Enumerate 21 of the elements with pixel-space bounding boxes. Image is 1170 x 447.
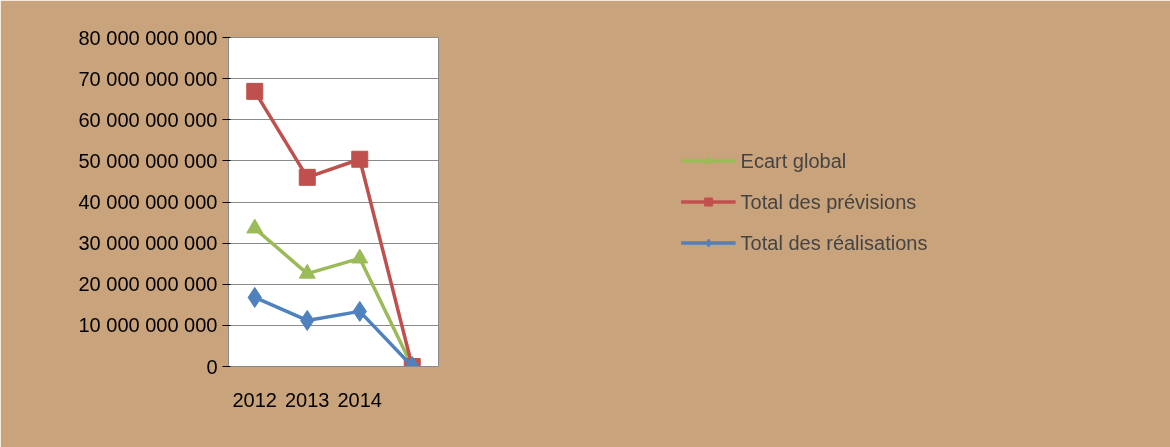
legend-label: Total des réalisations [740,231,928,254]
y-tick-label: 10 000 000 000 [78,314,218,337]
legend-label: Total des prévisions [740,190,917,213]
y-tick-label: 0 [206,355,218,378]
y-tick-label: 60 000 000 000 [78,108,218,131]
y-tick-label: 70 000 000 000 [78,67,218,90]
point [246,82,264,100]
point [298,168,316,186]
point [298,263,316,279]
y-tick-label: 30 000 000 000 [78,232,218,255]
y-tick-label: 80 000 000 000 [78,26,218,49]
point [246,218,264,234]
point [351,150,369,168]
legend-label: Ecart global [740,149,847,172]
x-tick-label: 2013 [285,388,330,411]
point [351,248,369,264]
y-tick-label: 20 000 000 000 [78,273,218,296]
x-tick-label: 2012 [232,388,277,411]
x-tick-label: 2014 [337,388,382,411]
y-tick-label: 50 000 000 000 [78,149,218,172]
y-tick-label: 40 000 000 000 [78,191,218,213]
